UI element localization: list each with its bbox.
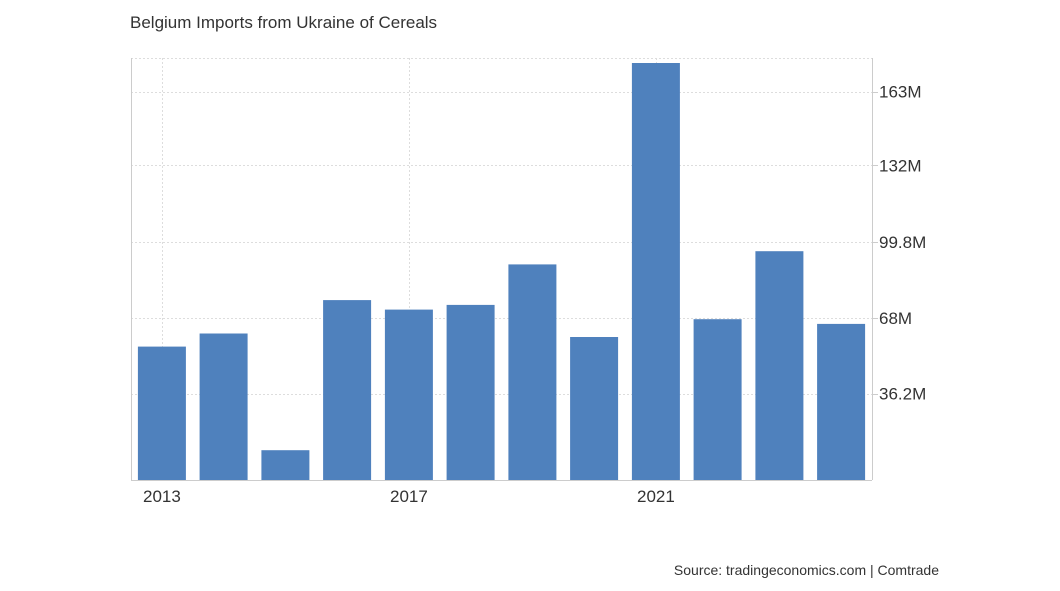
axes	[131, 58, 878, 481]
x-tick-label: 2021	[637, 487, 675, 506]
bar-2019	[508, 264, 557, 480]
y-tick-label: 36.2M	[879, 385, 926, 404]
bar-2018	[446, 304, 495, 480]
bar-2016	[323, 300, 372, 480]
bar-2023	[755, 251, 804, 480]
bar-2015	[261, 450, 310, 480]
y-tick-label: 68M	[879, 309, 912, 328]
bar-2021	[631, 63, 680, 480]
y-tick-label: 132M	[879, 157, 922, 176]
bar-2024	[817, 323, 866, 480]
bar-2013	[137, 346, 186, 480]
y-tick-label: 163M	[879, 83, 922, 102]
x-tick-labels: 2013 2017 2021	[143, 487, 675, 506]
y-tick-labels: 36.2M 68M 99.8M 132M 163M	[879, 83, 926, 404]
x-tick-label: 2017	[390, 487, 428, 506]
x-tick-label: 2013	[143, 487, 181, 506]
chart-title: Belgium Imports from Ukraine of Cereals	[130, 13, 438, 32]
grid-lines	[131, 58, 872, 480]
bars	[137, 63, 866, 480]
source-note: Source: tradingeconomics.com | Comtrade	[673, 562, 939, 578]
y-tick-label: 99.8M	[879, 233, 926, 252]
bar-2020	[570, 337, 619, 480]
bar-2014	[199, 333, 248, 480]
bar-2022	[693, 319, 742, 480]
bar-2017	[384, 309, 433, 480]
